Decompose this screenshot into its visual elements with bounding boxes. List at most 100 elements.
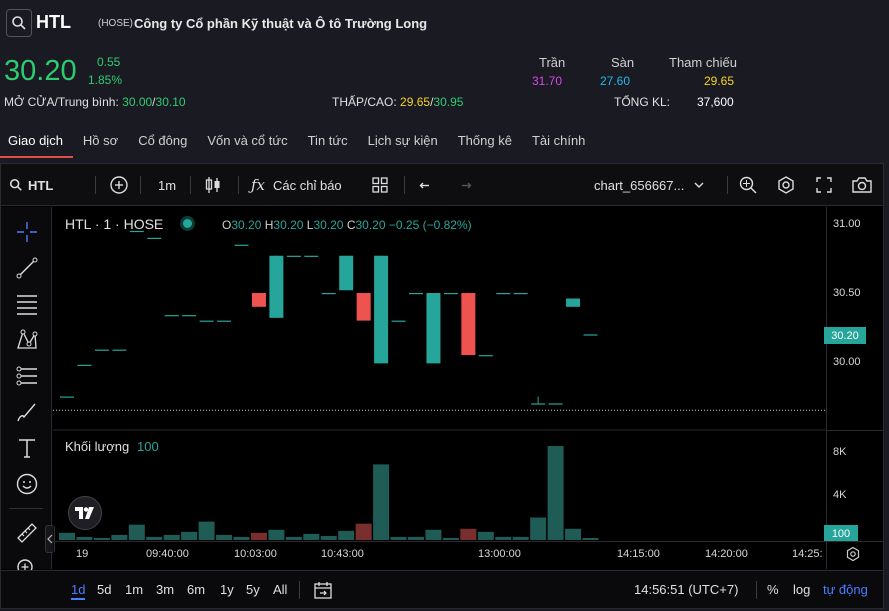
- volume-bar: [111, 534, 128, 540]
- emoji-tool[interactable]: [15, 472, 39, 496]
- candle-body: [77, 364, 92, 366]
- candle-body: [147, 237, 162, 239]
- high-key: H: [264, 218, 274, 232]
- brush-tool[interactable]: [15, 400, 39, 424]
- candle-body: [356, 293, 371, 321]
- low-high-label: THẤP/CAO:: [332, 95, 397, 109]
- indicators-button[interactable]: ƒx Các chỉ báo: [251, 164, 342, 206]
- range-6m[interactable]: 6m: [187, 582, 206, 597]
- undo-button[interactable]: [419, 164, 435, 206]
- auto-scale-toggle[interactable]: tự động: [823, 582, 868, 597]
- tab-tin-tuc[interactable]: Tin tức: [307, 133, 348, 148]
- volume-bar: [425, 529, 442, 540]
- reference-label: Tham chiếu: [669, 55, 737, 70]
- volume-bar: [250, 532, 267, 540]
- tab-von-va-co-tuc[interactable]: Vốn và cổ tức: [207, 133, 288, 148]
- pattern-icon: [17, 329, 38, 349]
- search-button[interactable]: [6, 9, 32, 37]
- candle-body: [426, 293, 441, 364]
- magnifier-plus-icon: [739, 176, 757, 194]
- date-range-button[interactable]: [313, 580, 333, 605]
- x-tick-1420: 14:20:00: [705, 548, 748, 560]
- ceiling-label: Trần: [539, 55, 566, 70]
- tab-thong-ke[interactable]: Thống kê: [457, 133, 512, 148]
- tab-tai-chinh[interactable]: Tài chính: [531, 133, 586, 148]
- candle-body: [286, 255, 301, 257]
- quick-search-button[interactable]: [738, 164, 758, 206]
- volume-bar: [128, 524, 145, 540]
- volume-bar: [442, 537, 459, 540]
- ruler-tool[interactable]: [15, 521, 39, 545]
- ohlc-high: 30.20: [273, 218, 304, 232]
- compare-button[interactable]: [109, 164, 129, 206]
- clock-timezone[interactable]: 14:56:51 (UTC+7): [634, 582, 739, 597]
- candle-body: [461, 293, 476, 356]
- crosshair-tool[interactable]: [15, 220, 39, 244]
- candle-body: [269, 255, 284, 318]
- candle-body: [409, 293, 423, 295]
- chart-layout-name[interactable]: chart_656667...: [594, 164, 705, 206]
- low-price: 29.65: [400, 95, 431, 109]
- interval-selector[interactable]: 1m: [158, 177, 177, 193]
- percent-scale-toggle[interactable]: %: [767, 582, 779, 597]
- text-tool[interactable]: [15, 436, 39, 460]
- symbol-search[interactable]: HTL: [9, 164, 53, 206]
- tab-lich-su-kien[interactable]: Lịch sự kiện: [367, 133, 438, 148]
- fib-lines-icon: [17, 295, 37, 315]
- range-1d[interactable]: 1d: [71, 582, 86, 600]
- range-1m[interactable]: 1m: [125, 582, 144, 597]
- fib-tool[interactable]: [15, 292, 39, 316]
- x-tick-1003: 10:03:00: [234, 548, 277, 560]
- settings-button[interactable]: [776, 164, 796, 206]
- legend-symbol: HTL · 1 · HOSE: [65, 216, 164, 232]
- chart-container: [0, 163, 884, 609]
- volume-legend-label: Khối lượng: [65, 439, 130, 454]
- vol-tick-8k: 8K: [833, 446, 847, 458]
- tab-co-dong[interactable]: Cổ đông: [138, 133, 188, 148]
- y-tick-31: 31.00: [833, 218, 861, 230]
- candlestick-icon: [205, 177, 220, 193]
- range-5y[interactable]: 5y: [246, 582, 260, 597]
- range-5d[interactable]: 5d: [97, 582, 112, 597]
- price-chart[interactable]: [53, 207, 826, 569]
- volume-bar: [547, 446, 564, 540]
- chart-type-button[interactable]: [204, 164, 222, 206]
- candle-body: [182, 315, 197, 317]
- volume-bar: [76, 536, 93, 540]
- camera-icon: [852, 177, 872, 193]
- range-all[interactable]: All: [273, 582, 288, 597]
- range-3m[interactable]: 3m: [156, 582, 175, 597]
- trendline-tool[interactable]: [15, 256, 39, 280]
- fullscreen-button[interactable]: [815, 164, 833, 206]
- gear-icon: [778, 176, 794, 194]
- axis-settings-button[interactable]: [845, 546, 861, 567]
- projection-tool[interactable]: [15, 364, 39, 388]
- candle-body: [583, 334, 598, 336]
- candle-body: [339, 255, 354, 291]
- tab-giao-dich[interactable]: Giao dịch: [0, 126, 73, 158]
- ohlc-open: 30.20: [231, 218, 262, 232]
- text-icon: [19, 439, 35, 458]
- pattern-tool[interactable]: [15, 328, 39, 352]
- ohlc-low: 30.20: [313, 218, 344, 232]
- volume-bar: [93, 537, 110, 540]
- candle-body: [60, 396, 74, 398]
- range-1y[interactable]: 1y: [220, 582, 234, 597]
- ruler-icon: [17, 523, 37, 543]
- collapse-toolbar-button[interactable]: [45, 525, 55, 553]
- x-tick-0940: 09:40:00: [146, 548, 189, 560]
- log-scale-toggle[interactable]: log: [793, 582, 811, 597]
- fullscreen-icon: [816, 177, 832, 193]
- volume-bar: [582, 538, 599, 540]
- symbol-label: HTL: [28, 177, 54, 193]
- undo-icon: [419, 182, 429, 189]
- candle-body: [374, 255, 389, 364]
- reference-price: 29.65: [704, 74, 735, 88]
- ohlc-values: O30.20 H30.20 L30.20 C30.20 −0.25 (−0.82…: [222, 218, 472, 232]
- tradingview-logo[interactable]: [68, 496, 102, 530]
- screenshot-button[interactable]: [851, 164, 873, 206]
- tab-ho-so[interactable]: Hồ sơ: [82, 133, 119, 148]
- layout-button[interactable]: [371, 164, 389, 206]
- redo-button[interactable]: [456, 164, 472, 206]
- grid-layout-icon: [372, 177, 388, 193]
